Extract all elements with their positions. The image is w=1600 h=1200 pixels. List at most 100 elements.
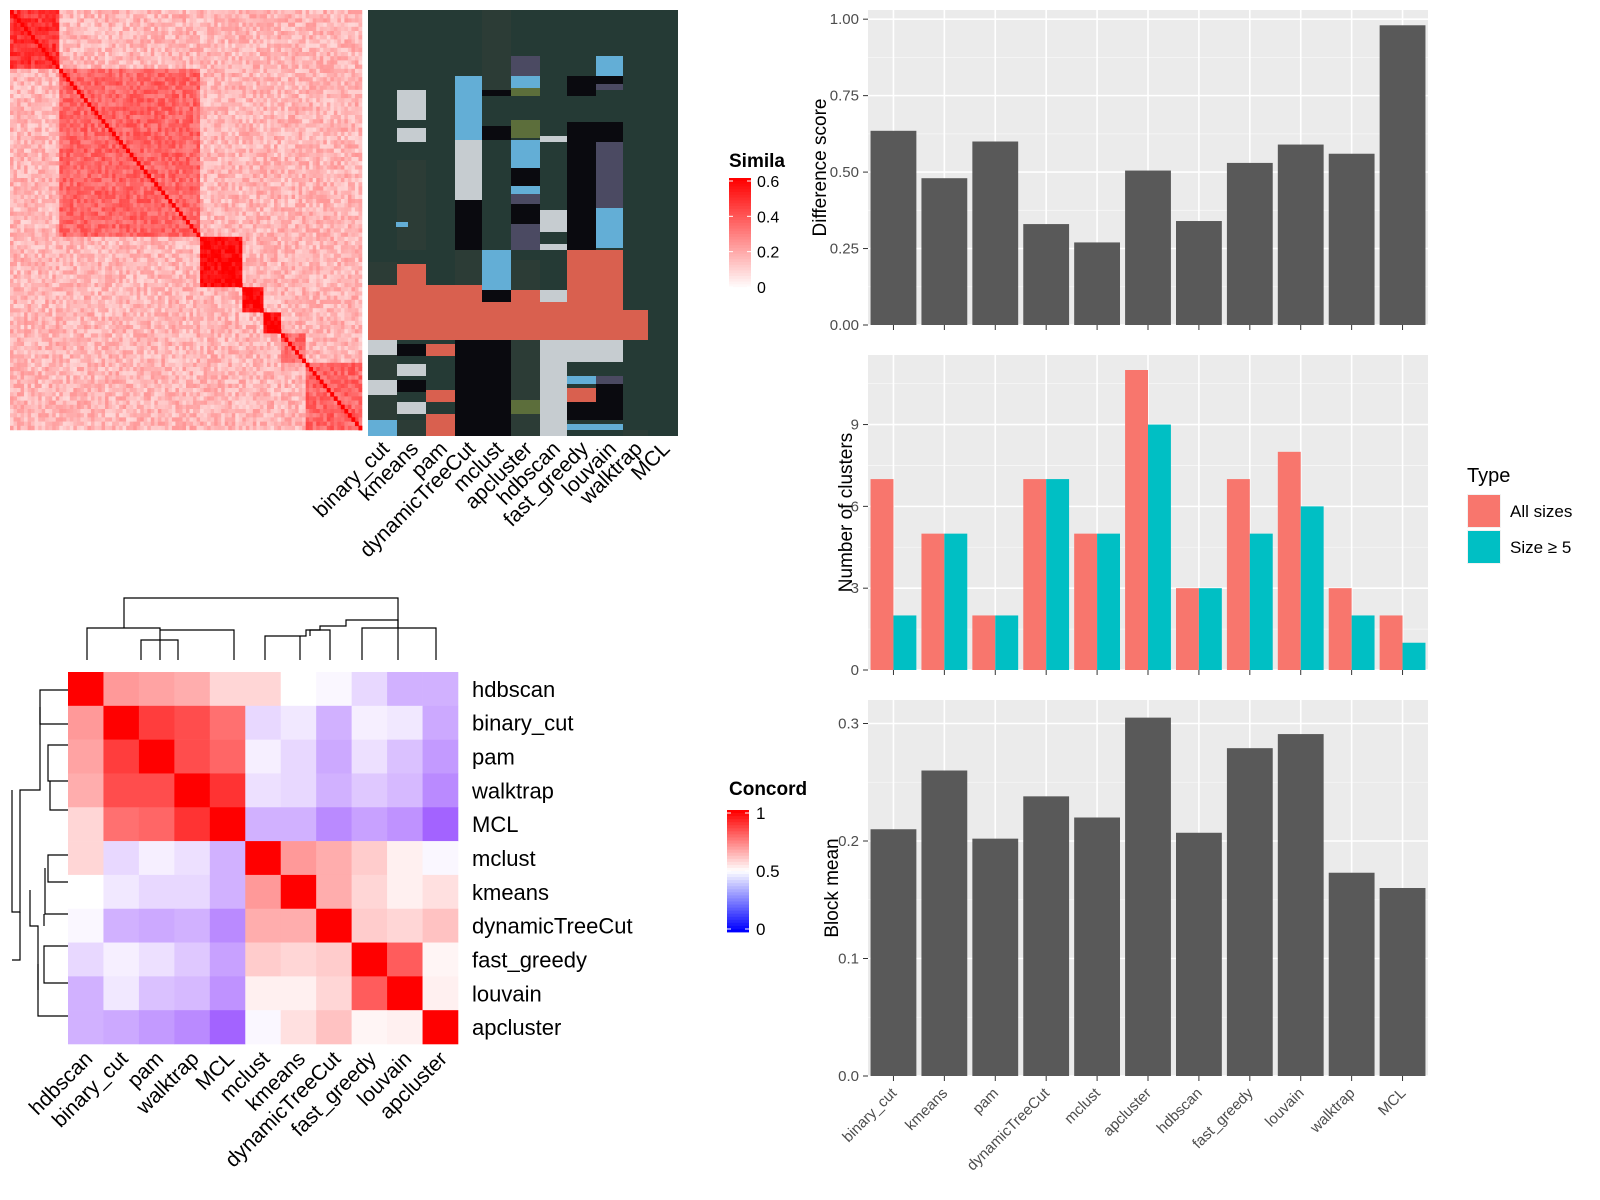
similarity-cell xyxy=(161,165,166,170)
similarity-cell xyxy=(129,161,134,166)
similarity-cell xyxy=(295,56,299,61)
similarity-cell xyxy=(249,203,254,208)
similarity-cell xyxy=(228,165,233,170)
similarity-cell xyxy=(168,73,173,78)
similarity-cell xyxy=(94,203,99,208)
similarity-cell xyxy=(277,140,282,145)
similarity-cell xyxy=(358,148,363,154)
similarity-cell xyxy=(101,157,106,162)
similarity-cell xyxy=(281,81,285,86)
similarity-cell xyxy=(340,169,345,175)
similarity-cell xyxy=(115,115,120,120)
similarity-cell xyxy=(182,161,187,166)
similarity-cell xyxy=(98,68,102,74)
similarity-cell xyxy=(274,64,278,70)
similarity-cell xyxy=(347,203,352,208)
similarity-cell xyxy=(340,215,345,221)
similarity-cell xyxy=(333,144,338,149)
similarity-cell xyxy=(277,165,282,170)
similarity-cell xyxy=(245,18,250,23)
similarity-cell xyxy=(34,60,39,65)
similarity-cell xyxy=(340,102,345,107)
similarity-cell xyxy=(45,199,49,204)
similarity-cell xyxy=(157,110,162,116)
similarity-cell xyxy=(189,39,194,44)
similarity-cell xyxy=(178,102,183,107)
similarity-cell xyxy=(38,182,42,187)
similarity-cell xyxy=(291,119,296,124)
similarity-cell xyxy=(214,123,218,128)
similarity-cell xyxy=(150,35,155,40)
similarity-cell xyxy=(316,161,321,166)
similarity-cell xyxy=(256,39,261,44)
similarity-cell xyxy=(186,64,190,70)
similarity-cell xyxy=(189,199,194,204)
similarity-cell xyxy=(119,64,123,70)
similarity-cell xyxy=(196,14,201,19)
similarity-cell xyxy=(312,22,317,28)
similarity-cell xyxy=(214,199,218,204)
similarity-cell xyxy=(90,144,95,149)
similarity-cell xyxy=(200,98,204,103)
similarity-cell xyxy=(326,131,331,137)
similarity-cell xyxy=(48,77,53,82)
similarity-cell xyxy=(101,56,106,61)
similarity-cell xyxy=(337,81,342,86)
similarity-cell xyxy=(140,152,145,158)
similarity-cell xyxy=(274,77,278,82)
similarity-cell xyxy=(358,98,363,103)
similarity-cell xyxy=(129,194,134,200)
similarity-cell xyxy=(305,194,310,200)
similarity-cell xyxy=(256,102,261,107)
similarity-cell xyxy=(98,18,102,23)
similarity-cell xyxy=(270,123,275,128)
similarity-cell xyxy=(45,110,49,116)
similarity-cell xyxy=(351,85,356,91)
similarity-cell xyxy=(45,207,49,212)
similarity-cell xyxy=(98,207,102,212)
similarity-cell xyxy=(119,60,123,65)
similarity-cell xyxy=(164,39,169,44)
similarity-cell xyxy=(217,207,222,212)
similarity-cell xyxy=(90,14,95,19)
similarity-cell xyxy=(150,77,155,82)
similarity-cell xyxy=(263,194,268,200)
similarity-cell xyxy=(38,140,42,145)
similarity-cell xyxy=(326,173,331,179)
similarity-cell xyxy=(101,31,106,36)
similarity-cell xyxy=(87,190,92,196)
similarity-cell xyxy=(126,110,130,116)
similarity-cell xyxy=(217,98,222,103)
similarity-cell xyxy=(20,31,25,36)
similarity-cell xyxy=(295,199,299,204)
similarity-cell xyxy=(259,94,264,99)
similarity-cell xyxy=(347,77,352,82)
similarity-cell xyxy=(224,144,229,149)
similarity-cell xyxy=(59,161,64,166)
similarity-cell xyxy=(154,39,159,44)
similarity-cell xyxy=(189,26,194,32)
similarity-cell xyxy=(150,60,155,65)
similarity-cell xyxy=(284,10,289,15)
similarity-cell xyxy=(154,98,159,103)
similarity-cell xyxy=(31,178,35,183)
similarity-cell xyxy=(13,77,18,82)
similarity-cell xyxy=(259,56,264,61)
similarity-cell xyxy=(55,148,60,154)
similarity-cell xyxy=(69,186,74,191)
similarity-cell xyxy=(259,10,264,15)
similarity-cell xyxy=(309,211,313,217)
similarity-cell xyxy=(10,115,14,120)
similarity-cell xyxy=(69,18,74,23)
similarity-cell xyxy=(105,173,109,179)
similarity-cell xyxy=(10,173,14,179)
similarity-cell xyxy=(101,39,106,44)
similarity-cell xyxy=(186,182,190,187)
similarity-cell xyxy=(351,173,356,179)
similarity-cell xyxy=(326,152,331,158)
similarity-cell xyxy=(252,73,257,78)
similarity-cell xyxy=(217,211,222,217)
similarity-cell xyxy=(154,186,159,191)
similarity-cell xyxy=(284,102,289,107)
similarity-cell xyxy=(203,178,208,183)
